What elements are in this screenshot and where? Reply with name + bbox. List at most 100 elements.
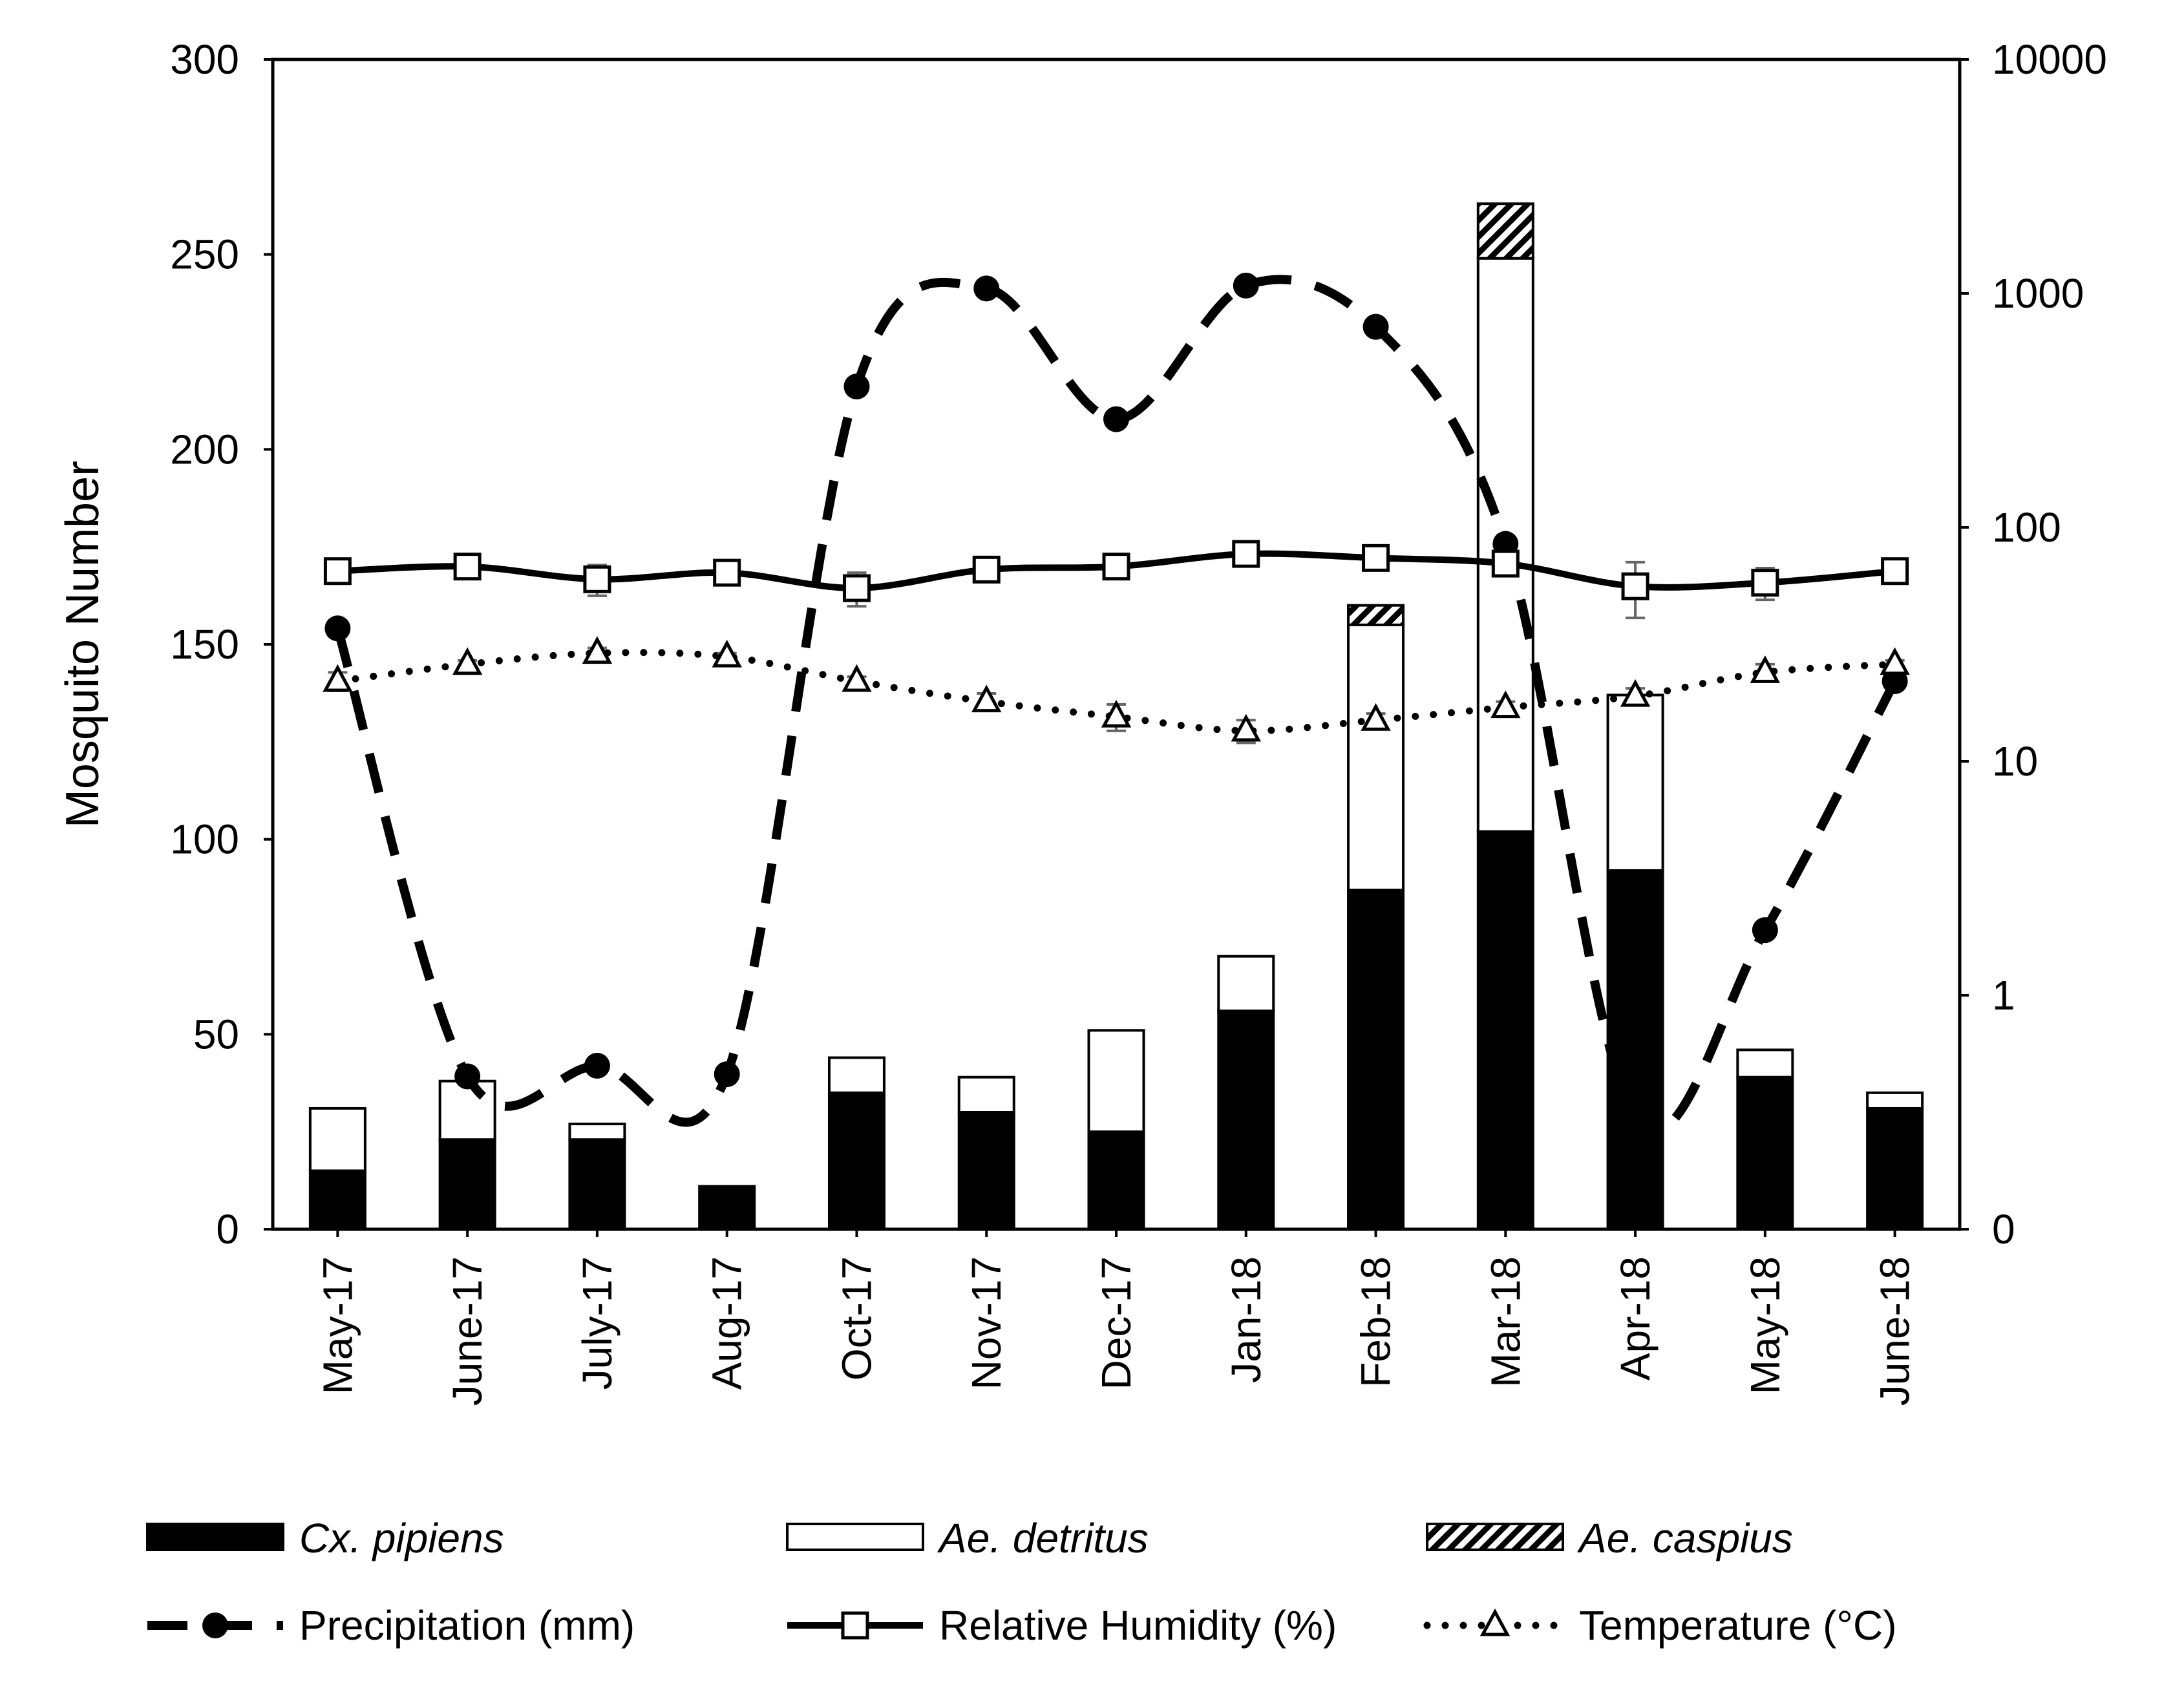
point-relative-humidity-may-18 [1751,569,1779,597]
bar-ae-detritus-oct-17 [827,1056,885,1094]
bar-cx-pipiens-july-17 [568,1138,626,1231]
y-tick-label-100: 100 [170,816,239,863]
point-temperature-c-feb-18 [1361,703,1391,731]
bar-ae-detritus-june-17 [438,1079,496,1141]
point-relative-humidity-feb-18 [1362,544,1390,572]
bar-ae-detritus-july-17 [568,1123,626,1141]
y2-tick-label-1: 1 [1992,972,2015,1019]
bar-ae-detritus-june-18 [1866,1091,1924,1110]
plot-area [308,202,1924,1231]
point-temperature-c-nov-17 [971,684,1002,713]
point-temperature-c-may-17 [323,664,353,692]
axes: 0 50 100 150 200 250 300 Mosquito Number 0 1 10 100… [57,36,2107,1406]
legend-swatch-cx-pipiens [146,1523,284,1551]
x-tick-label-june-17: June-17 [444,1256,491,1406]
bar-cx-pipiens-may-18 [1736,1075,1794,1231]
bar-ae-detritus-may-18 [1736,1048,1794,1079]
y2-tick-label-10000: 10000 [1992,36,2107,83]
x-tick-label-aug-17: Aug-17 [704,1256,750,1390]
x-tick-label-jan-18: Jan-18 [1223,1256,1269,1383]
point-relative-humidity-apr-18 [1621,572,1649,600]
legend-label-precipitation-mm: Precipitation (mm) [299,1602,635,1649]
point-relative-humidity-jan-18 [1232,540,1260,568]
point-temperature-c-mar-18 [1490,690,1521,719]
legend-label-cx-pipiens: Cx. pipiens [299,1515,504,1561]
point-precipitation-mm-feb-18 [1362,313,1389,340]
y-tick-label-250: 250 [170,231,239,278]
bar-cx-pipiens-dec-17 [1087,1130,1145,1231]
bar-ae-detritus-may-17 [308,1106,366,1172]
point-relative-humidity-mar-18 [1491,549,1520,578]
bar-cx-pipiens-feb-18 [1347,889,1405,1231]
point-precipitation-mm-jan-18 [1233,272,1259,299]
point-relative-humidity-dec-17 [1102,553,1130,581]
x-tick-label-feb-18: Feb-18 [1353,1256,1399,1388]
point-temperature-c-aug-17 [712,639,742,668]
point-precipitation-mm-dec-17 [1103,406,1129,432]
point-temperature-c-jan-18 [1231,714,1261,742]
y-tick-label-50: 50 [193,1011,239,1057]
x-tick-label-may-17: May-17 [314,1256,361,1394]
point-precipitation-mm-nov-17 [973,275,1000,302]
point-relative-humidity-aug-17 [713,558,741,587]
bar-cx-pipiens-june-18 [1866,1106,1924,1231]
bar-cx-pipiens-apr-18 [1606,869,1664,1231]
point-precipitation-mm-apr-18 [1622,1105,1649,1131]
x-tick-label-july-17: July-17 [574,1256,620,1390]
x-tick-label-nov-17: Nov-17 [963,1256,1010,1390]
bar-ae-detritus-apr-18 [1606,693,1664,872]
point-precipitation-mm-aug-17 [714,1061,740,1088]
point-temperature-c-apr-18 [1620,679,1651,707]
bar-ae-caspius-mar-18 [1476,202,1534,260]
y-tick-label-150: 150 [170,621,239,668]
bar-cx-pipiens-oct-17 [827,1091,885,1231]
legend-swatch-ae-caspius [1426,1523,1564,1551]
point-relative-humidity-june-17 [453,553,482,581]
bar-cx-pipiens-jan-18 [1217,1010,1275,1231]
point-temperature-c-june-17 [452,647,483,675]
point-temperature-c-july-17 [582,636,613,664]
y-tick-label-0: 0 [216,1206,239,1253]
bar-cx-pipiens-aug-17 [698,1185,756,1231]
legend-label-temperature-c: Temperature (°C) [1579,1602,1897,1649]
point-precipitation-mm-may-17 [324,615,351,642]
point-temperature-c-dec-17 [1101,699,1132,728]
legend-label-ae-detritus: Ae. detritus [937,1515,1149,1561]
point-temperature-c-may-18 [1750,655,1781,683]
bar-cx-pipiens-june-17 [438,1138,496,1231]
x-tick-label-mar-18: Mar-18 [1482,1256,1529,1388]
point-relative-humidity-july-17 [583,565,611,593]
bar-ae-detritus-feb-18 [1347,623,1405,892]
legend-marker-temperature-c [1479,1608,1511,1636]
legend-label-ae-caspius: Ae. caspius [1576,1515,1793,1561]
y2-tick-label-0: 0 [1992,1206,2015,1253]
x-tick-label-dec-17: Dec-17 [1093,1256,1140,1390]
point-temperature-c-june-18 [1880,647,1910,675]
point-relative-humidity-oct-17 [842,574,871,602]
bar-cx-pipiens-nov-17 [957,1111,1015,1231]
bar-ae-caspius-feb-18 [1347,604,1405,626]
bar-ae-detritus-dec-17 [1087,1029,1145,1134]
point-precipitation-mm-july-17 [584,1052,610,1079]
legend-label-relative-humidity: Relative Humidity (%) [939,1602,1337,1649]
legend-swatch-ae-detritus [786,1523,924,1551]
bar-ae-detritus-nov-17 [957,1075,1015,1114]
y-tick-label-300: 300 [170,36,239,83]
point-temperature-c-oct-17 [842,664,872,692]
bar-cx-pipiens-may-17 [308,1169,366,1231]
point-relative-humidity-nov-17 [972,555,1001,584]
y-axis-title: Mosquito Number [57,461,109,828]
point-precipitation-mm-june-17 [454,1063,481,1090]
point-relative-humidity-june-18 [1881,557,1909,586]
point-precipitation-mm-oct-17 [843,374,870,400]
x-tick-label-may-18: May-18 [1742,1256,1788,1394]
x-tick-label-june-18: June-18 [1872,1256,1918,1406]
y-tick-label-200: 200 [170,426,239,472]
y2-tick-label-1000: 1000 [1992,270,2084,317]
legend: Cx. pipiens Ae. detritus Ae. caspius Precip… [146,1515,1897,1649]
legend-marker-precipitation-mm [202,1612,228,1638]
bar-ae-detritus-jan-18 [1217,955,1275,1013]
bar-cx-pipiens-mar-18 [1476,830,1534,1231]
point-relative-humidity-may-17 [323,557,352,586]
